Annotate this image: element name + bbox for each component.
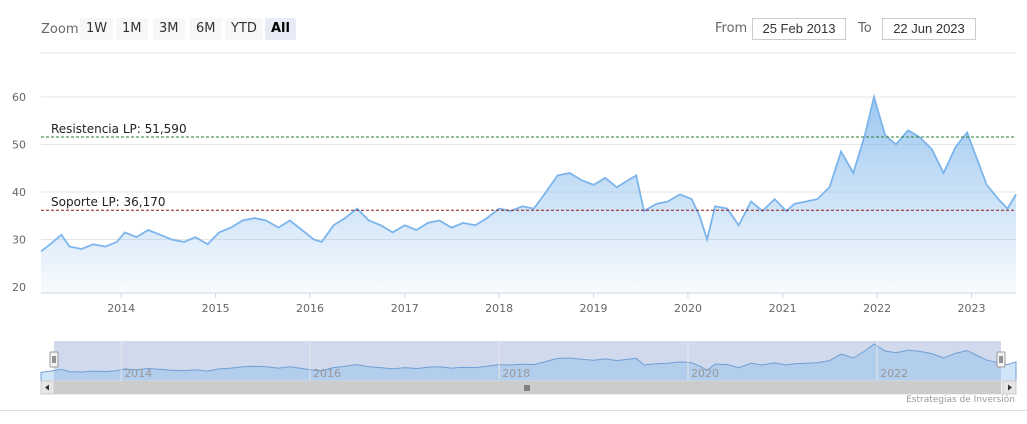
x-tick-label: 2015 (202, 302, 230, 315)
navigator-tick-label: 2022 (880, 367, 908, 380)
navigator[interactable]: 2014 2016 2018 2020 2022 (40, 341, 1017, 382)
navigator-right-handle[interactable] (996, 351, 1006, 368)
arrow-left-icon (45, 384, 49, 391)
reference-line-label: Resistencia LP: 51,590 (51, 122, 187, 136)
y-tick-label: 40 (12, 186, 26, 199)
scrollbar-grip-icon (524, 385, 530, 391)
y-axis-labels: 20 30 40 50 60 (12, 91, 26, 294)
x-axis-labels: 2014 2015 2016 2017 2018 2019 2020 2021 2022 2023 (107, 293, 986, 315)
zoom-1m-button[interactable]: 1M (116, 18, 148, 40)
navigator-tick-label: 2020 (691, 367, 719, 380)
x-tick-label: 2020 (674, 302, 702, 315)
navigator-left-handle[interactable] (49, 351, 59, 368)
from-label: From (715, 21, 748, 36)
x-tick-label: 2017 (391, 302, 419, 315)
zoom-3m-button[interactable]: 3M (153, 18, 185, 40)
y-tick-label: 50 (12, 139, 26, 152)
range-selector-toolbar: Zoom 1W 1M 3M 6M YTD All From To (0, 0, 1027, 56)
reference-lines: Resistencia LP: 51,590 Soporte LP: 36,170 (41, 122, 1016, 211)
reference-line-label: Soporte LP: 36,170 (51, 195, 166, 209)
zoom-ytd-button[interactable]: YTD (225, 18, 263, 40)
arrow-right-icon (1008, 384, 1012, 391)
chart-canvas: 20 30 40 50 60 Resistencia LP: 51,590 Soporte… (12, 52, 1017, 395)
y-tick-label: 60 (12, 91, 26, 104)
bottom-divider (0, 410, 1027, 411)
scrollbar[interactable] (40, 380, 1017, 395)
from-date-input[interactable] (752, 18, 846, 40)
navigator-series (40, 343, 1017, 382)
x-tick-label: 2021 (769, 302, 797, 315)
series-area (41, 97, 1016, 293)
navigator-tick-label: 2014 (124, 367, 152, 380)
x-tick-label: 2018 (485, 302, 513, 315)
zoom-1w-button[interactable]: 1W (80, 18, 114, 40)
zoom-6m-button[interactable]: 6M (190, 18, 222, 40)
navigator-tick-label: 2018 (502, 367, 530, 380)
to-date-input[interactable] (882, 18, 976, 40)
navigator-axis-labels: 2014 2016 2018 2020 2022 (120, 341, 908, 381)
y-tick-label: 20 (12, 281, 26, 294)
credit-label: Estrategias de Inversión (906, 395, 1015, 405)
scroll-left-button[interactable] (40, 380, 55, 395)
x-tick-label: 2019 (580, 302, 608, 315)
x-tick-label: 2016 (296, 302, 324, 315)
x-tick-label: 2014 (107, 302, 135, 315)
to-label: To (858, 21, 872, 36)
series-line (40, 93, 1017, 253)
zoom-label: Zoom (41, 22, 79, 37)
zoom-all-button[interactable]: All (265, 18, 296, 40)
x-tick-label: 2022 (863, 302, 891, 315)
x-tick-label: 2023 (958, 302, 986, 315)
y-tick-label: 30 (12, 234, 26, 247)
scroll-right-button[interactable] (1002, 380, 1017, 395)
navigator-mask (54, 341, 1001, 381)
navigator-tick-label: 2016 (313, 367, 341, 380)
